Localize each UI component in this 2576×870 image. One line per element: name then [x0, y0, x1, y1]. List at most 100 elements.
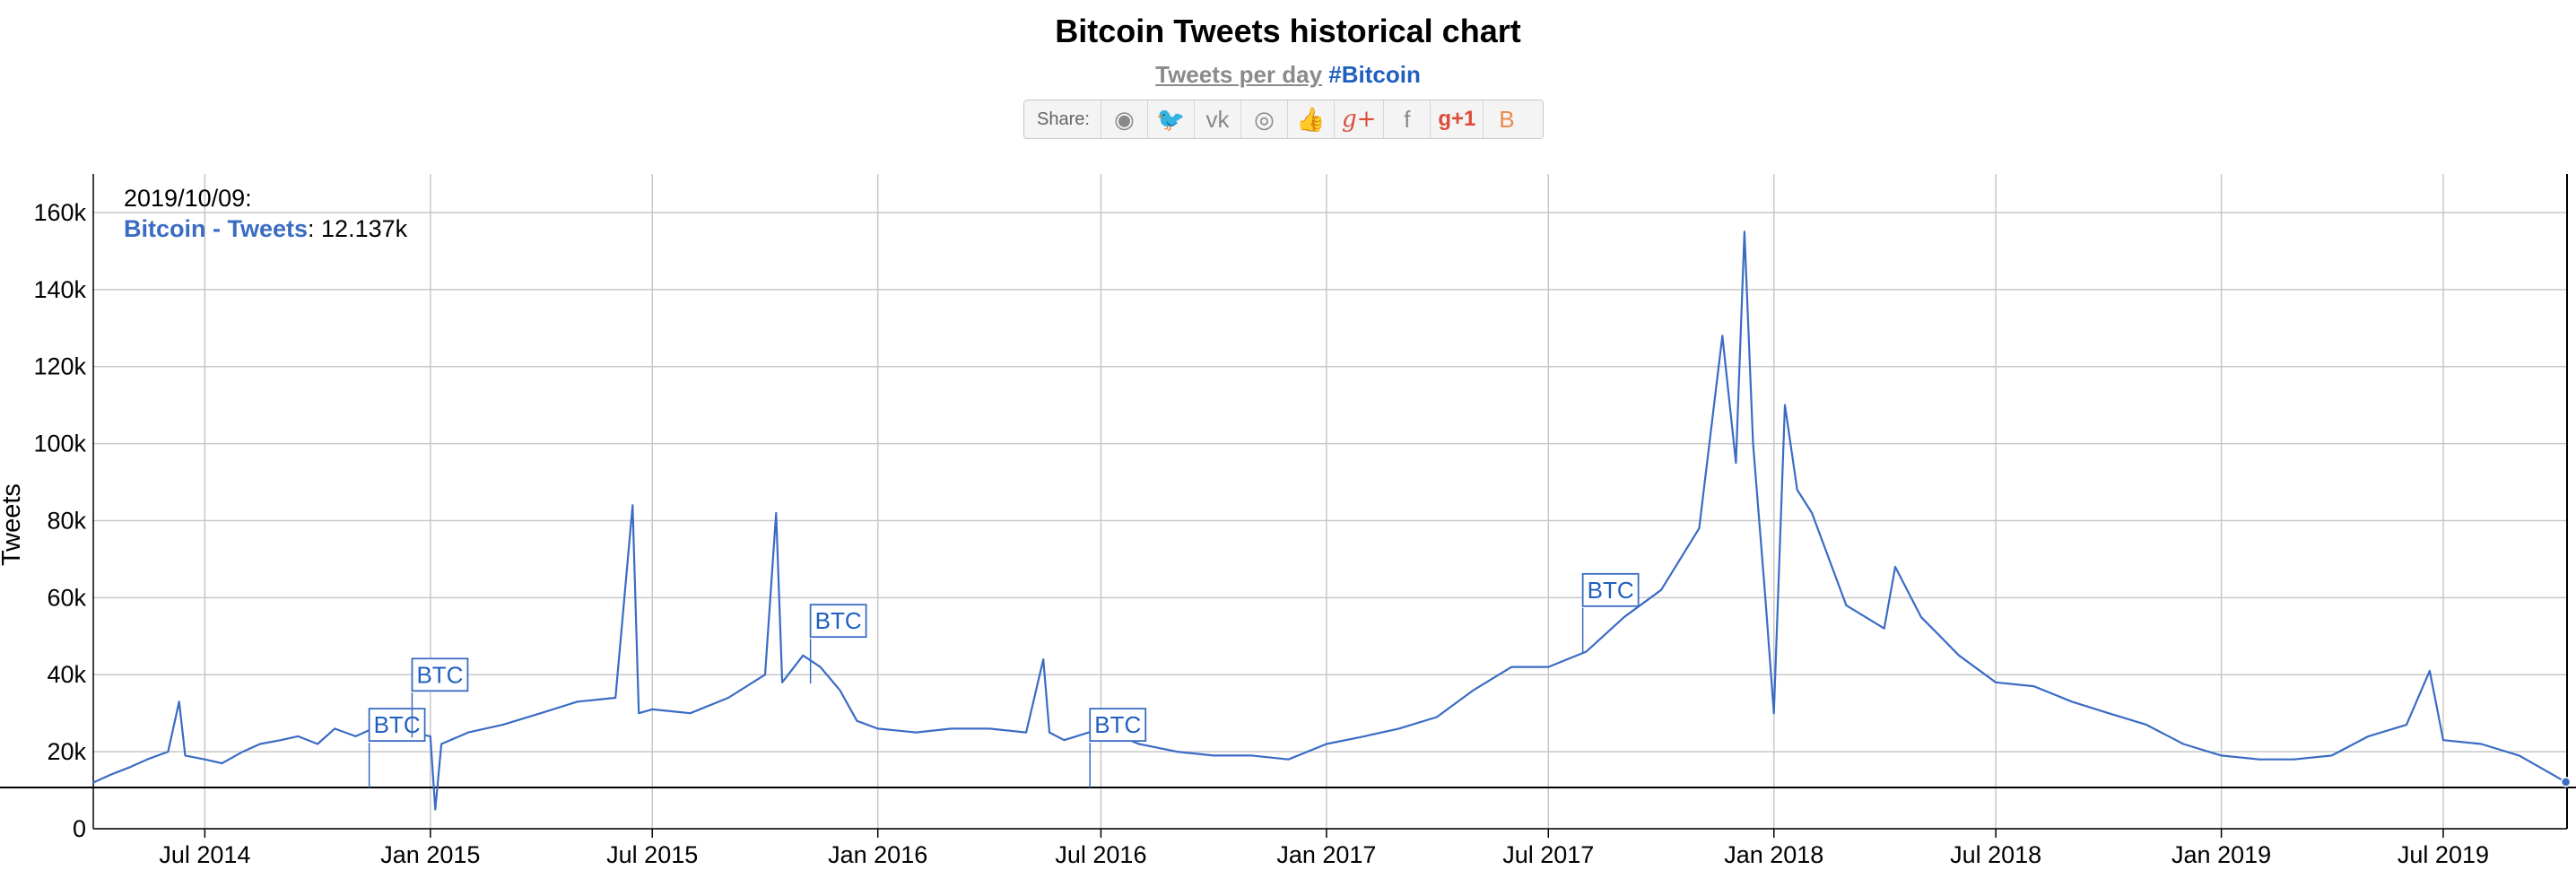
facebook-share-button[interactable]: f [1383, 100, 1430, 138]
data-point [2182, 743, 2185, 745]
data-point [317, 743, 319, 745]
data-point [1721, 335, 1724, 337]
flag-box [809, 604, 867, 639]
data-point [1919, 615, 1922, 618]
x-tick-label: Jan 2018 [1724, 841, 1823, 868]
data-point [576, 700, 579, 703]
x-tick-label: Jul 2014 [159, 841, 250, 868]
y-tick-label: 100k [33, 431, 86, 457]
google-plus-one-icon: g+1 [1438, 107, 1476, 131]
data-point [1894, 566, 1896, 568]
flag-box [368, 708, 426, 743]
data-point [109, 773, 112, 776]
data-point [1547, 666, 1550, 668]
google-plus-one-button[interactable]: g+1 [1430, 100, 1483, 138]
data-point [2330, 754, 2333, 757]
tooltip-series-label: Bitcoin - Tweets [124, 215, 308, 242]
y-tick-label: 140k [33, 276, 86, 303]
flag-label: BTC [1588, 577, 1634, 604]
vk-share-button[interactable]: vk [1193, 100, 1240, 138]
x-tick-label: Jul 2016 [1055, 841, 1146, 868]
flag-label: BTC [374, 711, 421, 738]
y-tick-label: 0 [73, 815, 86, 842]
data-point [781, 681, 783, 683]
annotation-flag: BTC [368, 708, 426, 788]
reddit-share-button[interactable]: ◉ [1100, 100, 1147, 138]
data-point [2442, 739, 2444, 742]
weibo-share-button[interactable]: ◎ [1240, 100, 1287, 138]
data-point [334, 727, 336, 730]
data-point [1796, 489, 1798, 492]
data-point [1958, 654, 1961, 657]
data-point [1585, 650, 1588, 653]
data-point [631, 504, 634, 507]
annotations-layer: BTC BTC BTC BTC BTC [368, 572, 1640, 788]
subtitle-link[interactable]: Tweets per day [1155, 61, 1323, 88]
data-point [819, 666, 822, 668]
x-tick-label: Jan 2019 [2171, 841, 2271, 868]
blogger-share-button[interactable]: B [1483, 100, 1529, 138]
chart-subtitle: Tweets per day #Bitcoin [0, 61, 2576, 89]
data-point [689, 712, 692, 715]
flag-box [1581, 572, 1640, 607]
data-point [988, 727, 990, 730]
data-point [297, 735, 300, 737]
y-tick-label: 60k [47, 584, 86, 611]
data-point [856, 719, 858, 722]
tooltip-value-text: : 12.137k [308, 215, 408, 242]
data-point [1473, 689, 1475, 692]
flag-label: BTC [1094, 711, 1141, 738]
data-point [204, 758, 206, 761]
data-point [2367, 735, 2370, 737]
data-point [727, 697, 729, 699]
data-point [178, 700, 180, 703]
subtitle-hashtag[interactable]: #Bitcoin [1328, 61, 1421, 88]
twitter-share-button[interactable]: 🐦 [1146, 100, 1194, 138]
data-point [440, 743, 443, 745]
data-point [1735, 462, 1737, 464]
x-tick-label: Jul 2019 [2398, 841, 2489, 868]
data-point [2429, 670, 2431, 672]
data-point [1784, 404, 1786, 406]
data-point [775, 511, 778, 514]
data-point [258, 743, 261, 745]
data-point [1698, 527, 1701, 529]
data-point [1623, 615, 1625, 618]
like-share-button[interactable]: 👍 [1286, 100, 1334, 138]
data-point [1363, 735, 1366, 737]
annotation-flag: BTC [809, 604, 867, 684]
data-point [1436, 716, 1438, 718]
data-point [802, 654, 805, 657]
data-point [1287, 758, 1290, 761]
data-point [614, 697, 617, 699]
data-point [1752, 442, 1754, 445]
data-point [2107, 712, 2110, 715]
data-point [467, 731, 470, 734]
data-point [876, 727, 879, 730]
google-plus-share-button[interactable]: g+ [1333, 100, 1383, 138]
y-tick-label: 120k [33, 353, 86, 380]
data-point [950, 727, 953, 730]
vk-icon: vk [1205, 105, 1230, 133]
data-point [1510, 666, 1513, 668]
y-tick-label: 80k [47, 507, 86, 534]
flag-label: BTC [815, 607, 862, 634]
tooltip-value: Bitcoin - Tweets: 12.137k [124, 215, 408, 242]
data-point [2032, 685, 2035, 688]
data-point [1325, 743, 1327, 745]
data-point [1744, 231, 1745, 233]
data-point [280, 739, 283, 742]
data-point [1025, 731, 1027, 734]
data-point [1137, 743, 1140, 745]
google-plus-icon: g+ [1341, 106, 1377, 133]
data-point [638, 712, 640, 715]
data-point [2070, 700, 2073, 703]
annotation-flag: BTC [411, 657, 469, 738]
data-point [1049, 731, 1050, 734]
data-point [2293, 758, 2295, 761]
data-point [764, 674, 766, 676]
share-label: Share: [1037, 109, 1090, 129]
twitter-icon: 🐦 [1156, 105, 1186, 133]
data-point [2480, 743, 2483, 745]
